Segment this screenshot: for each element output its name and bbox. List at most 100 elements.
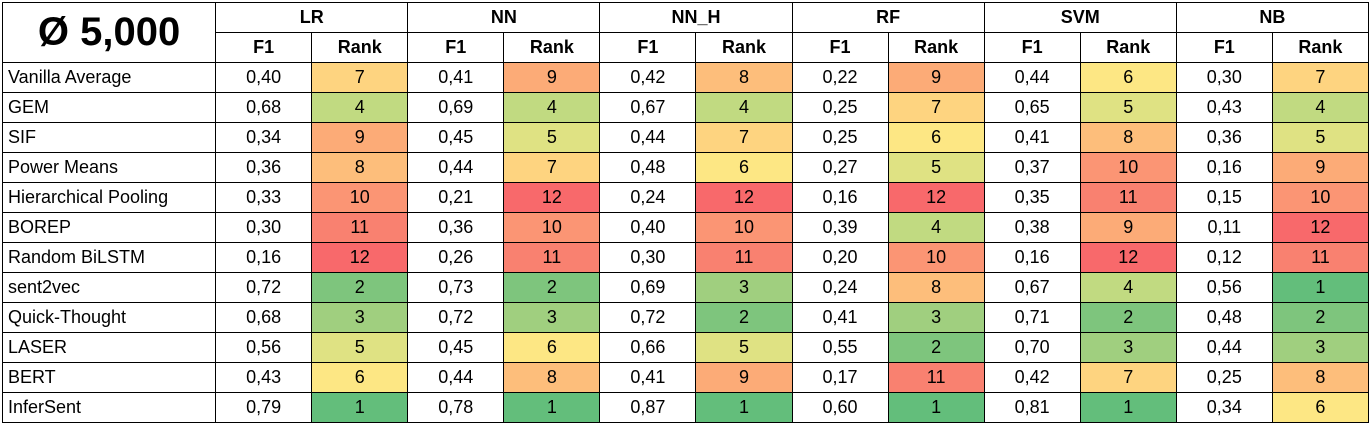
f1-header: F1 <box>1175 32 1273 63</box>
rank-cell: 2 <box>311 272 409 303</box>
rank-cell: 5 <box>311 332 409 363</box>
rank-cell: 2 <box>1079 302 1177 333</box>
rank-cell: 11 <box>695 242 793 273</box>
f1-cell: 0,38 <box>983 212 1081 243</box>
rank-cell: 6 <box>311 362 409 393</box>
f1-cell: 0,30 <box>599 242 697 273</box>
rank-cell: 9 <box>695 362 793 393</box>
f1-cell: 0,22 <box>791 62 889 93</box>
f1-cell: 0,25 <box>1175 362 1273 393</box>
f1-header: F1 <box>215 32 313 63</box>
f1-cell: 0,56 <box>215 332 313 363</box>
rank-cell: 6 <box>503 332 601 363</box>
f1-cell: 0,78 <box>407 392 505 423</box>
rank-cell: 5 <box>1079 92 1177 123</box>
rank-cell: 4 <box>503 92 601 123</box>
f1-cell: 0,72 <box>599 302 697 333</box>
table-row: Hierarchical Pooling 0,33 10 0,21 12 0,24 12 0,… <box>1 182 1370 213</box>
method-name: Vanilla Average <box>1 62 217 93</box>
rank-cell: 10 <box>887 242 985 273</box>
method-name: Random BiLSTM <box>1 242 217 273</box>
model-header-rf: RF <box>791 2 985 33</box>
rank-cell: 10 <box>1079 152 1177 183</box>
f1-cell: 0,17 <box>791 362 889 393</box>
f1-cell: 0,68 <box>215 302 313 333</box>
rank-cell: 8 <box>311 152 409 183</box>
f1-cell: 0,69 <box>599 272 697 303</box>
f1-cell: 0,48 <box>1175 302 1273 333</box>
rank-cell: 6 <box>887 122 985 153</box>
f1-cell: 0,67 <box>599 92 697 123</box>
f1-cell: 0,44 <box>407 152 505 183</box>
f1-cell: 0,36 <box>215 152 313 183</box>
f1-cell: 0,43 <box>215 362 313 393</box>
model-header-svm: SVM <box>983 2 1177 33</box>
f1-cell: 0,21 <box>407 182 505 213</box>
table-row: GEM 0,68 4 0,69 4 0,67 4 0,25 7 0,65 5 0,43 4 <box>1 92 1370 123</box>
rank-cell: 1 <box>1079 392 1177 423</box>
method-name: Quick-Thought <box>1 302 217 333</box>
f1-cell: 0,87 <box>599 392 697 423</box>
table-header: Ø 5,000 LR NN NN_H RF SVM NB F1 Rank F1 … <box>1 2 1370 63</box>
f1-cell: 0,16 <box>215 242 313 273</box>
rank-cell: 3 <box>1271 332 1370 363</box>
model-header-nn-h: NN_H <box>599 2 793 33</box>
rank-cell: 12 <box>695 182 793 213</box>
rank-cell: 1 <box>1271 272 1370 303</box>
rank-cell: 10 <box>1271 182 1370 213</box>
rank-cell: 5 <box>887 152 985 183</box>
table-body: Vanilla Average 0,40 7 0,41 9 0,42 8 0,22 9 0,44 6… <box>1 62 1370 423</box>
rank-cell: 8 <box>1271 362 1370 393</box>
rank-cell: 9 <box>311 122 409 153</box>
method-name: GEM <box>1 92 217 123</box>
f1-cell: 0,34 <box>215 122 313 153</box>
rank-cell: 4 <box>1079 272 1177 303</box>
rank-cell: 9 <box>887 62 985 93</box>
f1-cell: 0,41 <box>983 122 1081 153</box>
rank-header: Rank <box>311 32 409 63</box>
rank-cell: 3 <box>311 302 409 333</box>
method-name: Hierarchical Pooling <box>1 182 217 213</box>
rank-cell: 7 <box>311 62 409 93</box>
rank-header: Rank <box>1079 32 1177 63</box>
f1-cell: 0,37 <box>983 152 1081 183</box>
rank-cell: 10 <box>311 182 409 213</box>
rank-cell: 7 <box>695 122 793 153</box>
f1-cell: 0,69 <box>407 92 505 123</box>
rank-cell: 12 <box>311 242 409 273</box>
rank-cell: 2 <box>503 272 601 303</box>
f1-cell: 0,27 <box>791 152 889 183</box>
results-table: Ø 5,000 LR NN NN_H RF SVM NB F1 Rank F1 … <box>1 2 1370 423</box>
rank-cell: 11 <box>1271 242 1370 273</box>
f1-header: F1 <box>599 32 697 63</box>
rank-cell: 5 <box>695 332 793 363</box>
f1-cell: 0,26 <box>407 242 505 273</box>
f1-cell: 0,12 <box>1175 242 1273 273</box>
rank-cell: 9 <box>1271 152 1370 183</box>
method-name: sent2vec <box>1 272 217 303</box>
method-name: InferSent <box>1 392 217 423</box>
f1-cell: 0,41 <box>791 302 889 333</box>
rank-cell: 4 <box>887 212 985 243</box>
f1-cell: 0,41 <box>599 362 697 393</box>
rank-cell: 5 <box>1271 122 1370 153</box>
f1-cell: 0,11 <box>1175 212 1273 243</box>
table-row: InferSent 0,79 1 0,78 1 0,87 1 0,60 1 0,81 1 0,34 6 <box>1 392 1370 423</box>
table-row: BERT 0,43 6 0,44 8 0,41 9 0,17 11 0,42 7 0,25 8 <box>1 362 1370 393</box>
rank-cell: 12 <box>503 182 601 213</box>
f1-header: F1 <box>791 32 889 63</box>
f1-cell: 0,44 <box>407 362 505 393</box>
model-header-row: Ø 5,000 LR NN NN_H RF SVM NB <box>1 2 1370 63</box>
f1-cell: 0,56 <box>1175 272 1273 303</box>
f1-cell: 0,81 <box>983 392 1081 423</box>
f1-cell: 0,45 <box>407 122 505 153</box>
f1-cell: 0,71 <box>983 302 1081 333</box>
f1-cell: 0,16 <box>791 182 889 213</box>
rank-cell: 6 <box>1271 392 1370 423</box>
rank-cell: 10 <box>695 212 793 243</box>
rank-cell: 1 <box>311 392 409 423</box>
f1-cell: 0,44 <box>1175 332 1273 363</box>
table-row: SIF 0,34 9 0,45 5 0,44 7 0,25 6 0,41 8 0,36 5 <box>1 122 1370 153</box>
f1-cell: 0,24 <box>599 182 697 213</box>
rank-header: Rank <box>503 32 601 63</box>
